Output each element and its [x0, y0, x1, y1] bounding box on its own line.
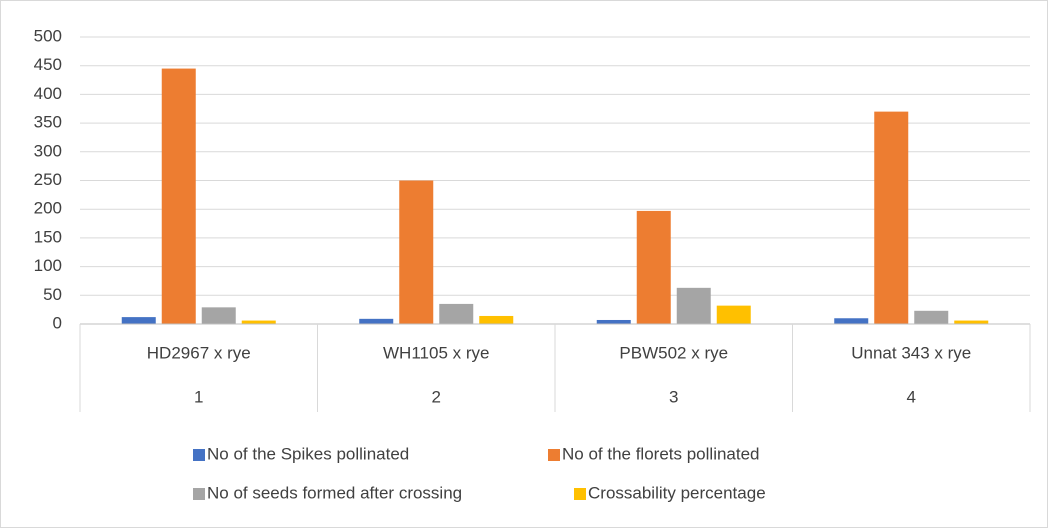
- x-tick-label: HD2967 x rye: [147, 343, 251, 362]
- y-tick-label: 0: [53, 313, 62, 332]
- bar: [479, 315, 514, 324]
- bar: [399, 180, 434, 324]
- bar: [359, 318, 394, 324]
- legend-label: No of the Spikes pollinated: [207, 444, 409, 463]
- y-tick-label: 450: [34, 55, 62, 74]
- bar: [834, 318, 869, 324]
- y-tick-label: 300: [34, 141, 62, 160]
- y-tick-label: 50: [43, 285, 62, 304]
- bar: [439, 303, 474, 324]
- bar: [161, 68, 196, 324]
- bar: [954, 320, 989, 324]
- bar: [874, 111, 909, 325]
- bar: [596, 319, 631, 324]
- bar: [121, 317, 156, 324]
- y-tick-label: 150: [34, 227, 62, 246]
- legend-label: Crossability percentage: [588, 483, 766, 502]
- x-tick-label: WH1105 x rye: [383, 343, 489, 362]
- legend-label: No of the florets pollinated: [562, 444, 760, 463]
- legend-swatch: [574, 488, 586, 500]
- legend-swatch: [193, 449, 205, 461]
- legend-label: No of seeds formed after crossing: [207, 483, 462, 502]
- y-tick-label: 500: [34, 26, 62, 45]
- legend-swatch: [193, 488, 205, 500]
- x-group-label: 1: [194, 387, 203, 406]
- bar: [914, 310, 949, 324]
- y-tick-label: 350: [34, 113, 62, 132]
- legend-swatch: [548, 449, 560, 461]
- x-tick-label: PBW502 x rye: [619, 343, 728, 362]
- y-tick-label: 400: [34, 84, 62, 103]
- bar: [241, 320, 276, 324]
- bar: [636, 210, 671, 324]
- y-tick-label: 200: [34, 199, 62, 218]
- x-group-label: 2: [432, 387, 441, 406]
- bar: [676, 287, 711, 324]
- y-tick-label: 250: [34, 170, 62, 189]
- bar: [716, 305, 751, 324]
- y-tick-label: 100: [34, 256, 62, 275]
- x-group-label: 3: [669, 387, 678, 406]
- x-group-label: 4: [907, 387, 916, 406]
- x-tick-label: Unnat 343 x rye: [851, 343, 971, 362]
- bar: [201, 307, 236, 324]
